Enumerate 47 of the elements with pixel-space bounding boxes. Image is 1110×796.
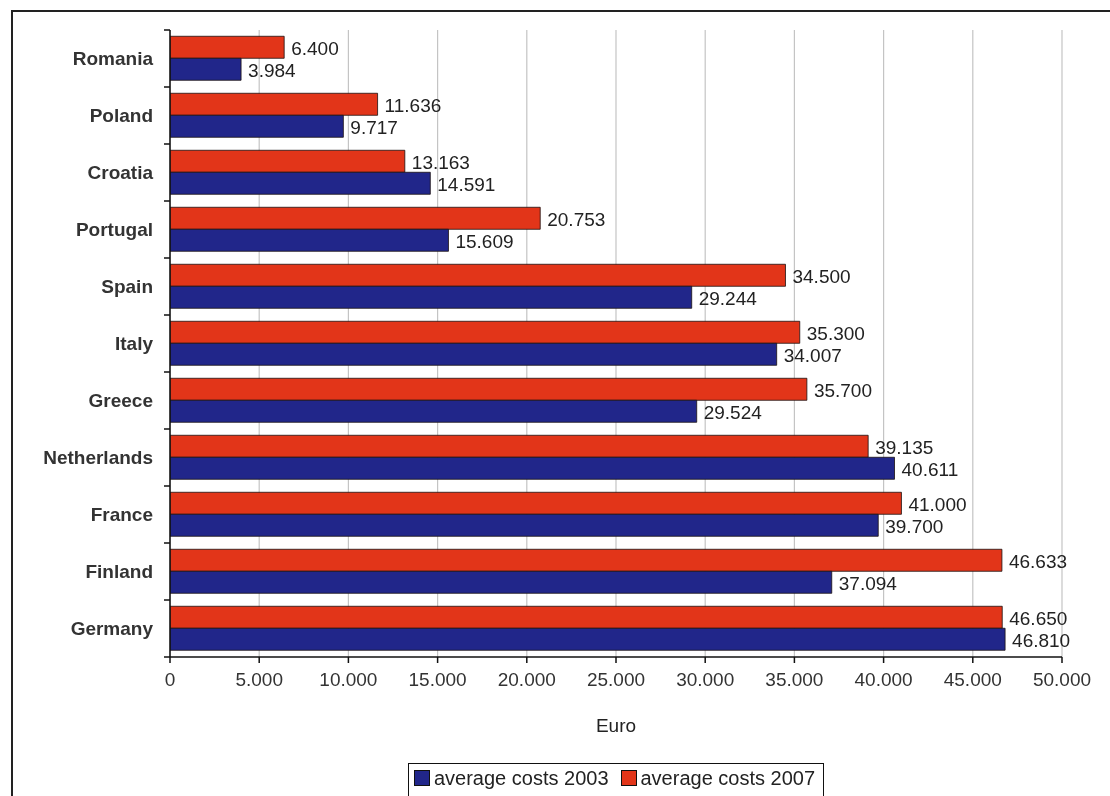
x-tick-label: 35.000 [765,669,824,691]
data-label: 20.753 [547,208,606,230]
data-label: 41.000 [908,493,967,515]
data-label: 3.984 [248,59,297,81]
y-tick-label: Romania [72,48,154,69]
data-label: 13.163 [411,151,470,173]
data-label: 46.650 [1009,607,1068,629]
data-label: 9.717 [350,116,398,138]
data-label: 29.244 [698,287,758,309]
x-tick-label: 10.000 [319,669,378,691]
data-label: 46.810 [1012,629,1071,651]
y-tick-label: Finland [85,561,153,582]
data-label: 29.524 [703,401,763,423]
y-tick-label: France [90,504,153,525]
data-label: 46.633 [1008,550,1068,572]
y-tick-label: Italy [114,333,154,354]
x-tick-label: 15.000 [408,669,467,691]
data-label: 34.007 [783,344,842,366]
data-label: 39.700 [885,515,944,537]
legend-label: average costs 2007 [640,766,816,790]
data-label: 37.094 [838,572,898,594]
data-label: 40.611 [901,458,959,480]
data-label: 34.500 [792,265,851,287]
data-label: 14.591 [437,173,496,195]
y-tick-label: Spain [101,276,153,297]
y-tick-label: Poland [89,105,153,126]
x-tick-label: 25.000 [586,669,646,691]
x-tick-label: 30.000 [676,669,735,691]
x-tick-label: 40.000 [854,669,913,691]
x-axis-title: Euro [595,715,637,736]
x-tick-label: 0 [164,669,176,691]
data-label: 35.700 [813,379,873,401]
data-label: 11.636 [384,94,442,116]
x-tick-label: 45.000 [943,669,1002,691]
y-tick-label: Greece [88,390,153,411]
data-label: 6.400 [291,37,339,59]
y-tick-label: Croatia [87,162,154,183]
x-tick-label: 50.000 [1032,669,1092,691]
legend-label: average costs 2003 [433,766,609,790]
x-tick-label: 20.000 [497,669,556,691]
data-label: 39.135 [875,436,934,458]
data-label: 35.300 [806,322,865,344]
y-tick-label: Germany [70,618,154,639]
x-tick-label: 5.000 [235,669,283,691]
y-tick-label: Portugal [75,219,153,240]
data-label: 15.609 [455,230,514,252]
y-tick-label: Netherlands [43,447,153,468]
